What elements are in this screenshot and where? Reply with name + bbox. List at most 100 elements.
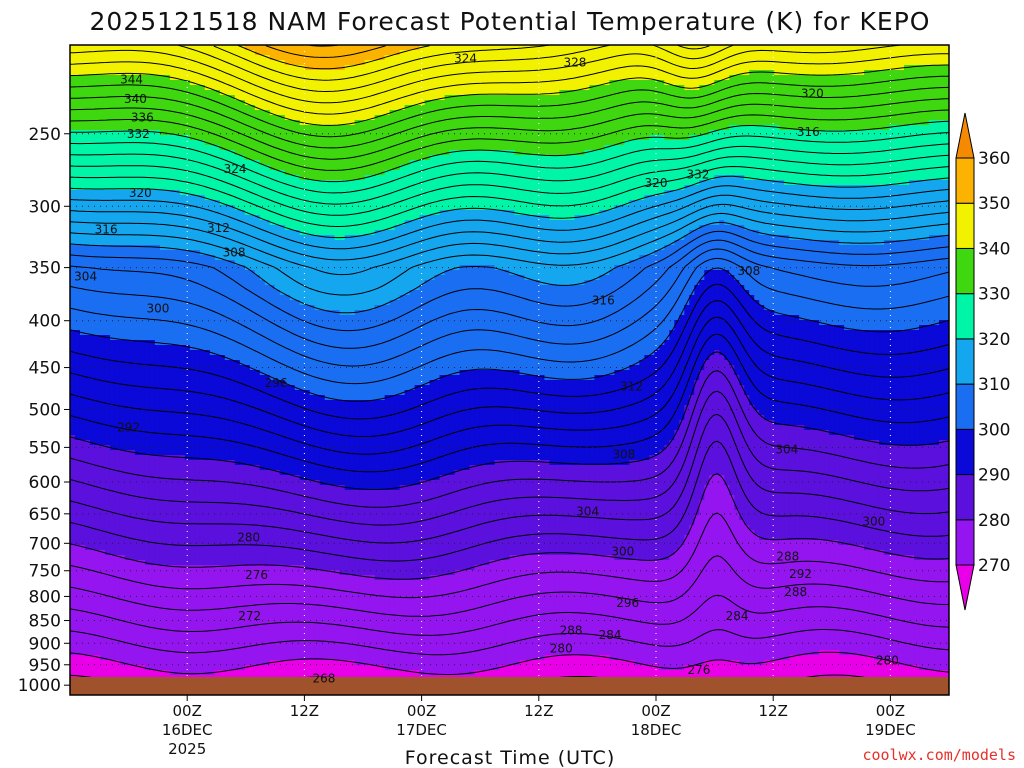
band-cell [100, 75, 106, 81]
band-cell [510, 145, 516, 151]
band-cell [205, 155, 211, 161]
band-cell [70, 60, 76, 66]
band-cell [674, 155, 680, 161]
band-cell [679, 100, 685, 106]
band-cell [929, 75, 935, 81]
band-cell [689, 55, 695, 61]
band-cell [320, 95, 326, 101]
band-cell [754, 55, 760, 61]
band-cell [729, 130, 735, 136]
band-cell [265, 70, 271, 76]
band-cell [365, 125, 371, 131]
band-cell [519, 65, 525, 71]
band-cell [724, 120, 730, 126]
band-cell [899, 60, 905, 66]
band-cell [909, 160, 915, 166]
band-cell [589, 90, 595, 96]
band-cell [165, 160, 171, 166]
band-cell [934, 145, 940, 151]
band-cell [80, 130, 86, 136]
band-cell [534, 50, 540, 56]
band-cell [430, 50, 436, 56]
band-cell [729, 125, 735, 131]
band-cell [250, 140, 256, 146]
band-cell [310, 125, 316, 131]
band-cell [699, 135, 705, 141]
band-cell [90, 160, 96, 166]
band-cell [714, 150, 720, 156]
band-cell [834, 55, 840, 61]
band-cell [619, 70, 625, 76]
band-cell [135, 55, 141, 61]
band-cell [360, 80, 366, 86]
band-cell [225, 155, 231, 161]
band-cell [420, 105, 426, 111]
band-cell [919, 110, 925, 116]
band-cell [300, 160, 306, 166]
band-cell [664, 75, 670, 81]
band-cell [85, 155, 91, 161]
band-cell [70, 45, 76, 51]
band-cell [864, 155, 870, 161]
band-cell [889, 100, 895, 106]
band-cell [599, 90, 605, 96]
band-cell [679, 130, 685, 136]
band-cell [624, 105, 630, 111]
band-cell [270, 60, 276, 66]
band-cell [70, 135, 76, 141]
band-cell [574, 145, 580, 151]
band-cell [315, 105, 321, 111]
band-cell [759, 120, 765, 126]
band-cell [559, 145, 565, 151]
band-cell [784, 75, 790, 81]
band-cell [814, 80, 820, 86]
band-cell [744, 145, 750, 151]
band-cell [415, 105, 421, 111]
band-cell [420, 70, 426, 76]
band-cell [135, 65, 141, 71]
band-cell [95, 65, 101, 71]
band-cell [370, 155, 376, 161]
band-cell [914, 70, 920, 76]
band-cell [160, 115, 166, 121]
band-cell [175, 160, 181, 166]
band-cell [894, 90, 900, 96]
band-cell [754, 75, 760, 81]
band-cell [485, 130, 491, 136]
band-cell [105, 100, 111, 106]
band-cell [694, 115, 700, 121]
band-cell [455, 145, 461, 151]
band-cell [455, 75, 461, 81]
band-cell [325, 115, 331, 121]
band-cell [300, 50, 306, 56]
band-cell [839, 75, 845, 81]
band-cell [764, 130, 770, 136]
band-cell [470, 120, 476, 126]
band-cell [514, 75, 520, 81]
band-cell [255, 80, 261, 86]
band-cell [819, 75, 825, 81]
band-cell [814, 75, 820, 81]
band-cell [290, 70, 296, 76]
band-cell [195, 110, 201, 116]
band-cell [295, 45, 301, 51]
band-cell [514, 50, 520, 56]
band-cell [90, 105, 96, 111]
band-cell [265, 105, 271, 111]
band-cell [559, 85, 565, 91]
band-cell [859, 155, 865, 161]
band-cell [320, 155, 326, 161]
band-cell [295, 70, 301, 76]
band-cell [220, 120, 226, 126]
band-cell [495, 90, 501, 96]
band-cell [410, 85, 416, 91]
band-cell [879, 80, 885, 86]
band-cell [849, 100, 855, 106]
band-cell [405, 120, 411, 126]
band-cell [255, 65, 261, 71]
band-cell [939, 125, 945, 131]
band-cell [539, 90, 545, 96]
band-cell [395, 115, 401, 121]
band-cell [789, 155, 795, 161]
band-cell [205, 145, 211, 151]
